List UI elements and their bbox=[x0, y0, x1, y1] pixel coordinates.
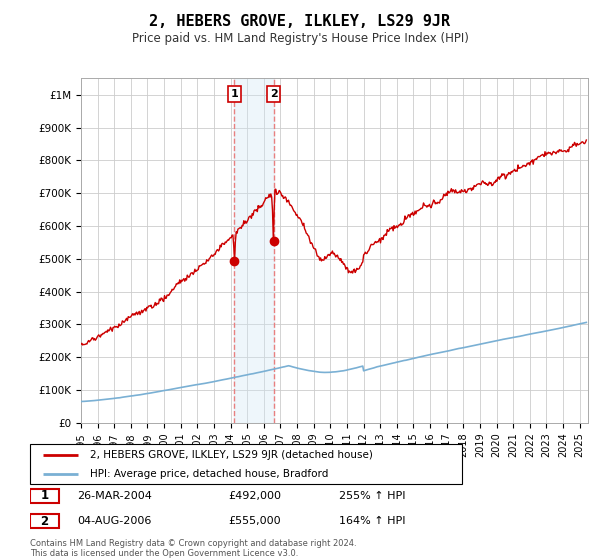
Text: 2, HEBERS GROVE, ILKLEY, LS29 9JR (detached house): 2, HEBERS GROVE, ILKLEY, LS29 9JR (detac… bbox=[91, 450, 373, 460]
Text: HPI: Average price, detached house, Bradford: HPI: Average price, detached house, Brad… bbox=[91, 469, 329, 479]
Bar bbox=[235, 78, 274, 423]
Text: 164% ↑ HPI: 164% ↑ HPI bbox=[339, 516, 406, 526]
Text: 04-AUG-2006: 04-AUG-2006 bbox=[77, 516, 151, 526]
Text: 1: 1 bbox=[230, 89, 238, 99]
FancyBboxPatch shape bbox=[30, 514, 59, 528]
Text: £492,000: £492,000 bbox=[229, 491, 282, 501]
Text: 1: 1 bbox=[40, 489, 49, 502]
Text: £555,000: £555,000 bbox=[229, 516, 281, 526]
Text: 2, HEBERS GROVE, ILKLEY, LS29 9JR: 2, HEBERS GROVE, ILKLEY, LS29 9JR bbox=[149, 14, 451, 29]
Text: 2: 2 bbox=[270, 89, 278, 99]
Text: 255% ↑ HPI: 255% ↑ HPI bbox=[339, 491, 406, 501]
Text: Contains HM Land Registry data © Crown copyright and database right 2024.
This d: Contains HM Land Registry data © Crown c… bbox=[30, 539, 356, 558]
Text: Price paid vs. HM Land Registry's House Price Index (HPI): Price paid vs. HM Land Registry's House … bbox=[131, 32, 469, 45]
Text: 26-MAR-2004: 26-MAR-2004 bbox=[77, 491, 152, 501]
FancyBboxPatch shape bbox=[30, 489, 59, 503]
FancyBboxPatch shape bbox=[30, 444, 462, 484]
Text: 2: 2 bbox=[40, 515, 49, 528]
